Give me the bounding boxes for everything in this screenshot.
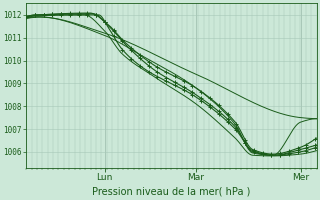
X-axis label: Pression niveau de la mer( hPa ): Pression niveau de la mer( hPa ) [92,187,251,197]
